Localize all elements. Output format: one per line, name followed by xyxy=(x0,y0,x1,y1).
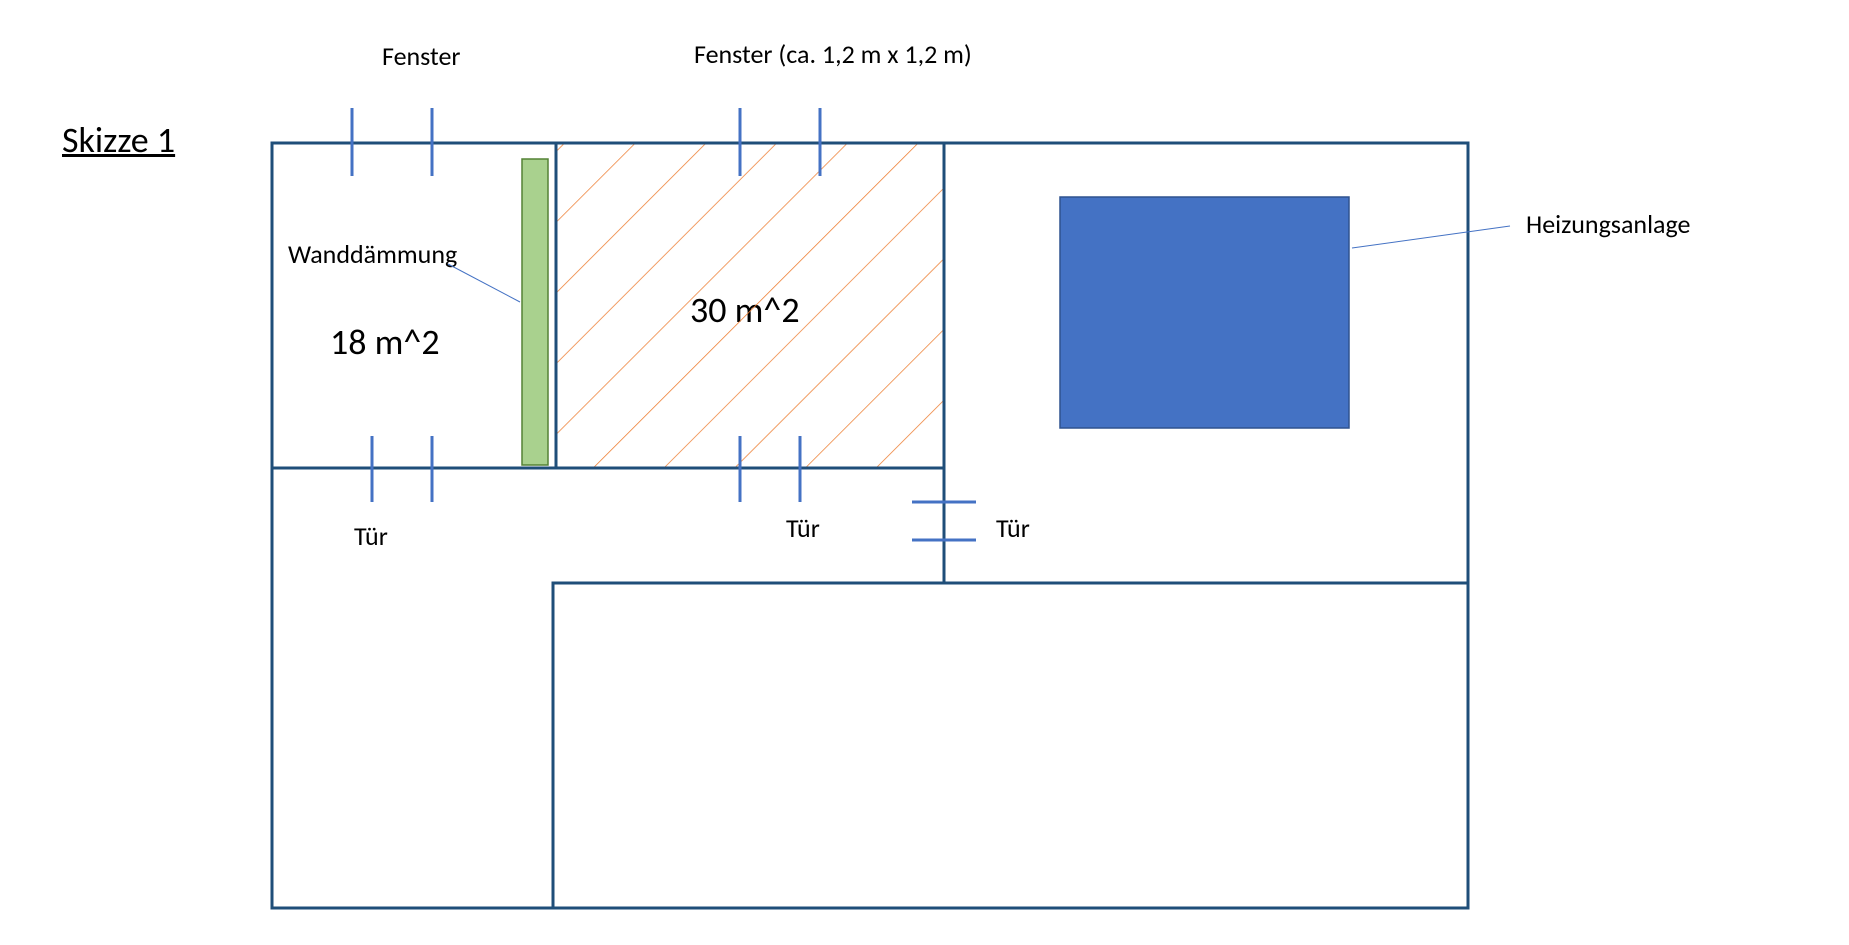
wanddaemmung-bar xyxy=(522,159,548,465)
lower-room xyxy=(553,583,1468,908)
heizungsanlage-box xyxy=(1060,197,1349,428)
leader-line xyxy=(448,264,520,302)
leader-line xyxy=(1352,226,1510,248)
floorplan-svg xyxy=(0,0,1849,945)
hatched-room xyxy=(556,143,944,468)
